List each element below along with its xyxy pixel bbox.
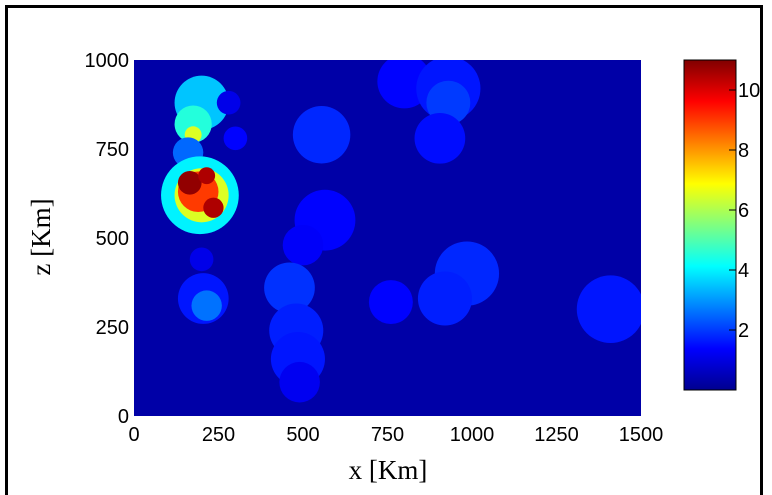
heatmap-blob — [282, 224, 324, 266]
figure-frame — [5, 5, 763, 495]
heatmap-blob — [576, 275, 641, 343]
heatmap-blob — [368, 280, 413, 325]
y-tick-label: 0 — [118, 406, 129, 428]
heatmap-blob — [417, 271, 472, 326]
x-tick-label: 1250 — [534, 424, 579, 446]
y-tick-label: 750 — [96, 139, 129, 161]
heatmap-blob — [177, 170, 202, 195]
heatmap-blob — [414, 112, 466, 164]
y-tick-label: 1000 — [85, 50, 130, 72]
x-tick-label: 500 — [286, 424, 319, 446]
colorbar: 2 4 6 8 10 — [683, 59, 760, 391]
x-axis-label: x [Km] — [349, 455, 428, 485]
colorbar-tick-label: 4 — [738, 260, 749, 282]
heatmap-blob — [279, 361, 320, 403]
x-axis-ticks: 0 250 500 750 1000 1250 1500 — [128, 424, 663, 446]
heatmap-blob — [174, 105, 212, 143]
heatmap-blob — [198, 167, 216, 185]
x-tick-label: 750 — [371, 424, 404, 446]
y-tick-label: 250 — [96, 317, 129, 339]
colorbar-tick-label: 8 — [738, 140, 749, 162]
heatmap-blob — [292, 106, 351, 164]
heatmap-blob — [264, 262, 315, 314]
heatmap-blob — [216, 90, 241, 115]
colorbar-tick-label: 2 — [738, 320, 749, 342]
heatmap-plot-area — [134, 60, 641, 416]
heatmap-blob — [223, 126, 248, 151]
heatmap-blob — [189, 247, 214, 272]
x-tick-label: 0 — [128, 424, 139, 446]
heatmap-blobs — [161, 60, 641, 403]
colorbar-gradient — [683, 59, 737, 391]
x-tick-label: 1000 — [450, 424, 495, 446]
y-tick-label: 500 — [96, 228, 129, 250]
heatmap-blob — [203, 197, 224, 218]
heatmap-blob — [191, 290, 222, 321]
x-tick-label: 1500 — [619, 424, 664, 446]
y-axis-label: z [Km] — [26, 198, 56, 275]
y-axis-ticks: 0 250 500 750 1000 — [85, 50, 130, 428]
colorbar-ticks: 2 4 6 8 10 — [729, 80, 760, 342]
colorbar-tick-label: 10 — [738, 80, 760, 102]
colorbar-tick-label: 6 — [738, 200, 749, 222]
x-tick-label: 250 — [202, 424, 235, 446]
